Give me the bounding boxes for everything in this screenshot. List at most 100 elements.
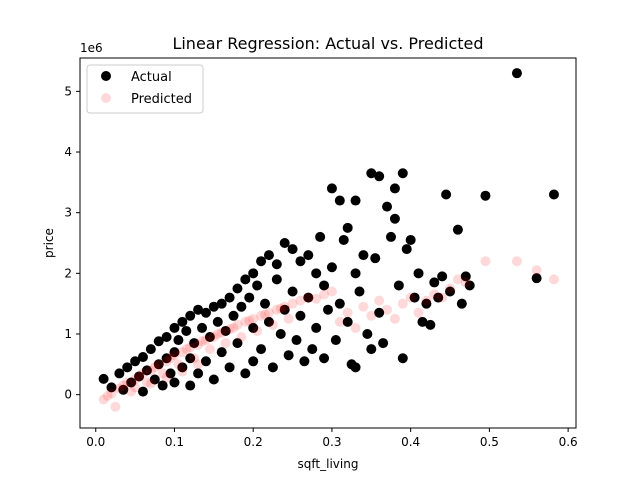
actual-point [295, 310, 306, 321]
predicted-point [397, 298, 408, 309]
x-axis: 0.0 0.1 0.2 0.3 0.4 0.5 0.6 [86, 428, 578, 449]
actual-point [208, 374, 219, 385]
x-axis-label: sqft_living [298, 457, 359, 471]
y-tick-label: 0 [64, 388, 72, 402]
actual-point [260, 298, 271, 309]
actual-point [256, 256, 267, 267]
actual-point [307, 344, 318, 355]
predicted-point [511, 256, 522, 267]
x-tick-label: 0.5 [480, 435, 499, 449]
actual-point [374, 307, 385, 318]
chart-title: Linear Regression: Actual vs. Predicted [172, 34, 483, 53]
predicted-point [531, 265, 542, 276]
actual-point [169, 322, 180, 333]
actual-point [421, 298, 432, 309]
predicted-point [185, 342, 196, 353]
actual-point [204, 332, 215, 343]
actual-point [134, 371, 145, 382]
actual-point [460, 271, 471, 282]
legend-label-actual: Actual [131, 70, 172, 85]
predicted-point [122, 377, 133, 388]
y-axis-label: price [42, 228, 56, 258]
predicted-point [405, 292, 416, 303]
actual-point [271, 259, 282, 270]
predicted-series [98, 256, 559, 412]
actual-point [200, 307, 211, 318]
actual-point [548, 189, 559, 200]
actual-point [157, 380, 168, 391]
actual-point [240, 274, 251, 285]
predicted-point [358, 301, 369, 312]
predicted-point [220, 338, 231, 349]
actual-point [362, 328, 373, 339]
actual-point [295, 256, 306, 267]
predicted-point [445, 283, 456, 294]
actual-point [338, 234, 349, 245]
predicted-point [413, 307, 424, 318]
predicted-point [130, 382, 141, 393]
predicted-point [429, 289, 440, 300]
predicted-point [161, 372, 172, 383]
actual-point [267, 362, 278, 373]
actual-point [137, 386, 148, 397]
x-tick-label: 0.0 [86, 435, 105, 449]
actual-point [224, 362, 235, 373]
actual-point [248, 322, 259, 333]
actual-point [279, 304, 290, 315]
actual-point [169, 377, 180, 388]
predicted-point [275, 303, 286, 314]
actual-point [122, 362, 133, 373]
predicted-point [177, 347, 188, 358]
predicted-point [452, 274, 463, 285]
predicted-point [153, 359, 164, 370]
actual-point [232, 338, 243, 349]
actual-point [130, 356, 141, 367]
x-tick-label: 0.2 [244, 435, 263, 449]
actual-point [480, 190, 491, 201]
actual-point [137, 352, 148, 363]
actual-point [358, 250, 369, 261]
actual-point [106, 382, 117, 393]
actual-point [326, 183, 337, 194]
actual-point [425, 319, 436, 330]
predicted-point [283, 313, 294, 324]
actual-point [445, 286, 456, 297]
actual-point [511, 68, 522, 79]
predicted-point [204, 344, 215, 355]
predicted-point [279, 301, 290, 312]
predicted-point [216, 327, 227, 338]
actual-point [252, 280, 263, 291]
predicted-point [224, 324, 235, 335]
actual-point [118, 384, 129, 395]
legend-label-predicted: Predicted [131, 92, 192, 107]
actual-point [437, 271, 448, 282]
actual-point [334, 298, 345, 309]
actual-point [393, 280, 404, 291]
actual-point [311, 268, 322, 279]
actual-point [350, 268, 361, 279]
actual-point [397, 168, 408, 179]
actual-point [98, 373, 109, 384]
actual-point [287, 244, 298, 255]
predicted-point [366, 310, 377, 321]
actual-point [189, 338, 200, 349]
predicted-point [256, 310, 267, 321]
predicted-point [165, 353, 176, 364]
predicted-point [157, 368, 168, 379]
actual-point [200, 356, 211, 367]
predicted-point [319, 289, 330, 300]
predicted-point [295, 295, 306, 306]
predicted-point [130, 374, 141, 385]
actual-point [263, 316, 274, 327]
predicted-point [260, 309, 271, 320]
actual-point [378, 338, 389, 349]
actual-point [319, 353, 330, 364]
actual-point [370, 253, 381, 264]
predicted-point [181, 344, 192, 355]
actual-point [334, 195, 345, 206]
actual-point [291, 335, 302, 346]
actual-point [452, 224, 463, 235]
predicted-point [421, 295, 432, 306]
actual-point [228, 310, 239, 321]
